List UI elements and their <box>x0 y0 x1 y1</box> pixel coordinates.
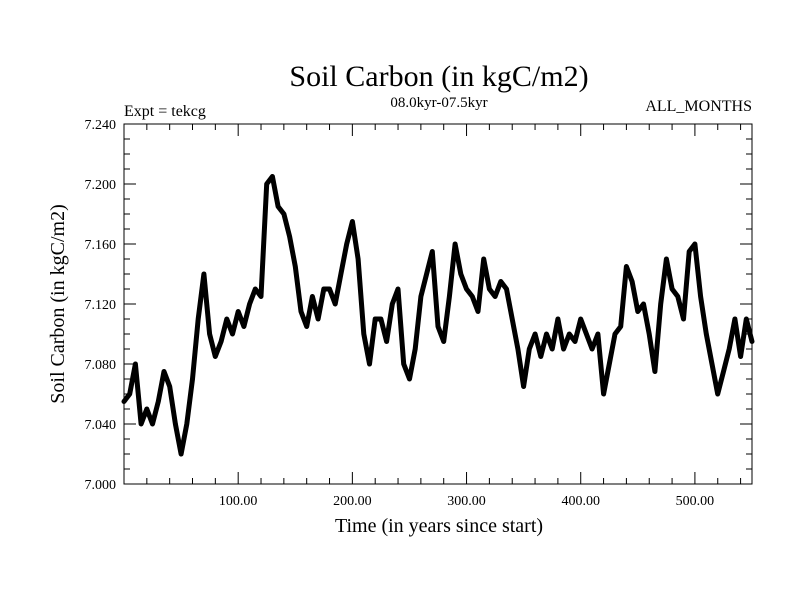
y-tick-label: 7.120 <box>85 298 117 313</box>
x-tick-label: 500.00 <box>676 494 715 509</box>
x-tick-label: 200.00 <box>333 494 372 509</box>
x-tick-label: 100.00 <box>219 494 258 509</box>
y-tick-label: 7.240 <box>85 118 117 133</box>
x-tick-label: 300.00 <box>447 494 486 509</box>
y-tick-label: 7.200 <box>85 178 117 193</box>
y-axis-label: Soil Carbon (in kgC/m2) <box>47 204 69 403</box>
series-line-0 <box>121 174 755 457</box>
axis-ticks <box>124 123 752 485</box>
chart-subtitle: 08.0kyr-07.5kyr <box>390 95 487 111</box>
experiment-label: Expt = tekcg <box>124 103 206 120</box>
axis-tick-labels: 100.00 200.00 300.00 400.00 500.00 7.000 7.040… <box>85 118 715 509</box>
y-tick-label: 7.000 <box>85 478 117 493</box>
x-axis-label: Time (in years since start) <box>335 515 543 537</box>
chart-title: Soil Carbon (in kgC/m2) <box>289 60 588 93</box>
y-tick-label: 7.080 <box>85 358 117 373</box>
y-tick-label: 7.160 <box>85 238 117 253</box>
y-tick-label: 7.040 <box>85 418 117 433</box>
x-tick-label: 400.00 <box>561 494 600 509</box>
series-layer <box>121 174 755 457</box>
months-label: ALL_MONTHS <box>645 98 752 115</box>
plot-frame <box>123 123 753 485</box>
